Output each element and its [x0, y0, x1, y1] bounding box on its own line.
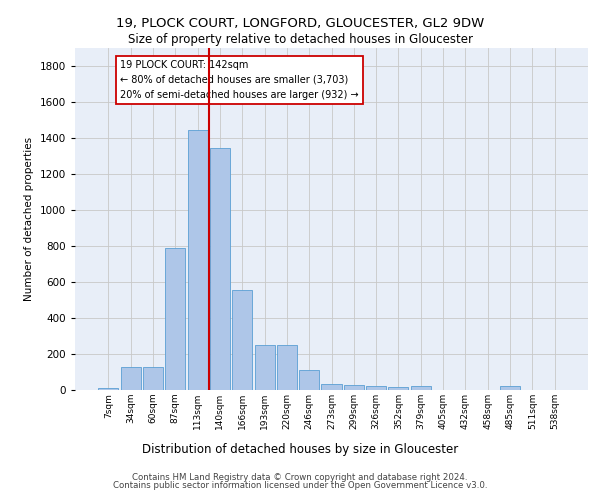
- Bar: [232, 290, 252, 390]
- Bar: [121, 368, 141, 390]
- Text: Contains HM Land Registry data © Crown copyright and database right 2024.: Contains HM Land Registry data © Crown c…: [132, 472, 468, 482]
- Bar: [188, 130, 208, 390]
- Bar: [500, 386, 520, 390]
- Bar: [322, 384, 341, 390]
- Bar: [143, 368, 163, 390]
- Bar: [98, 388, 118, 390]
- Bar: [210, 148, 230, 390]
- Bar: [344, 384, 364, 390]
- Text: Contains public sector information licensed under the Open Government Licence v3: Contains public sector information licen…: [113, 481, 487, 490]
- Bar: [277, 345, 297, 390]
- Bar: [254, 345, 275, 390]
- Text: Size of property relative to detached houses in Gloucester: Size of property relative to detached ho…: [128, 32, 473, 46]
- Bar: [411, 386, 431, 390]
- Y-axis label: Number of detached properties: Number of detached properties: [24, 136, 34, 301]
- Bar: [366, 386, 386, 390]
- Text: 19 PLOCK COURT: 142sqm
← 80% of detached houses are smaller (3,703)
20% of semi-: 19 PLOCK COURT: 142sqm ← 80% of detached…: [120, 60, 359, 100]
- Bar: [165, 248, 185, 390]
- Text: Distribution of detached houses by size in Gloucester: Distribution of detached houses by size …: [142, 442, 458, 456]
- Text: 19, PLOCK COURT, LONGFORD, GLOUCESTER, GL2 9DW: 19, PLOCK COURT, LONGFORD, GLOUCESTER, G…: [116, 18, 484, 30]
- Bar: [299, 370, 319, 390]
- Bar: [388, 388, 409, 390]
